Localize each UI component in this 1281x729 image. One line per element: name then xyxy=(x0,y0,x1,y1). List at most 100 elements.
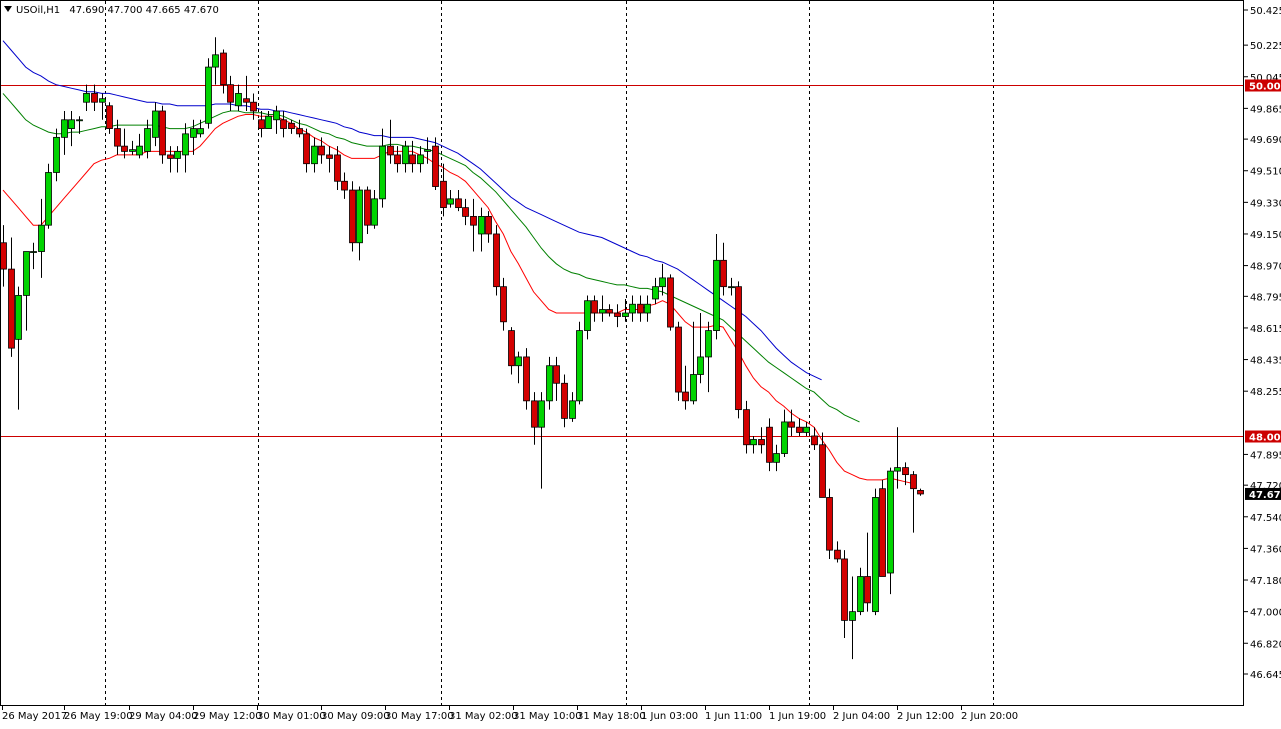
time-tick-label: 1 Jun 19:00 xyxy=(769,711,826,722)
candle xyxy=(614,304,621,328)
candle-body xyxy=(864,576,871,604)
candle xyxy=(159,105,166,164)
candle-body xyxy=(440,180,447,209)
candle xyxy=(690,321,697,405)
candle xyxy=(773,444,780,472)
candle-body xyxy=(447,198,454,205)
candle xyxy=(205,58,212,129)
candle xyxy=(675,321,682,401)
candle-body xyxy=(197,128,204,135)
candle xyxy=(879,479,886,577)
candle xyxy=(538,392,545,489)
candle xyxy=(417,146,424,173)
level-tag-label: 48.000 xyxy=(1249,433,1281,444)
candle xyxy=(682,365,689,410)
candle xyxy=(129,140,136,155)
candle-body xyxy=(91,93,98,103)
price-tick-label: 49.330 xyxy=(1250,198,1281,209)
candle xyxy=(788,409,795,436)
candle-body xyxy=(334,154,341,182)
candle-body xyxy=(803,426,810,433)
candle xyxy=(326,146,333,173)
candle-body xyxy=(341,180,348,191)
level-tag xyxy=(1245,79,1281,92)
candle-body xyxy=(0,242,7,270)
time-tick-label: 1 Jun 03:00 xyxy=(641,711,698,722)
candle-body xyxy=(652,286,659,300)
candle-body xyxy=(758,439,765,446)
price-tick-label: 48.255 xyxy=(1250,387,1281,398)
candle-body xyxy=(894,467,901,472)
candle xyxy=(493,225,500,296)
price-tick-label: 47.895 xyxy=(1250,450,1281,461)
candle xyxy=(470,198,477,252)
candle xyxy=(781,409,788,458)
candle xyxy=(750,435,757,454)
candle xyxy=(364,186,371,234)
candle xyxy=(910,471,917,533)
candle xyxy=(523,348,530,410)
price-tick-label: 47.720 xyxy=(1250,481,1281,492)
candle xyxy=(622,298,629,322)
candle xyxy=(629,295,636,322)
candle-body xyxy=(576,330,583,402)
candle xyxy=(606,304,613,317)
candle-body xyxy=(659,277,666,288)
candle xyxy=(212,37,219,85)
candle xyxy=(265,111,272,129)
candle-body xyxy=(682,391,689,402)
candle-body xyxy=(728,286,735,289)
candle-body xyxy=(872,497,879,613)
candle-body xyxy=(614,312,621,317)
candle-body xyxy=(121,145,128,152)
candle-body xyxy=(99,98,106,103)
candle xyxy=(796,418,803,436)
candle-body xyxy=(478,216,485,235)
candle-body xyxy=(826,497,833,551)
price-tick-label: 47.180 xyxy=(1250,576,1281,587)
candle-body xyxy=(584,300,591,331)
candle xyxy=(546,356,553,410)
candle xyxy=(250,93,257,120)
candle-body xyxy=(553,365,560,384)
candle-body xyxy=(326,154,333,159)
candle xyxy=(197,119,204,138)
candle-body xyxy=(462,207,469,217)
candle xyxy=(99,93,106,120)
candle xyxy=(508,327,515,375)
candle-body xyxy=(68,119,75,129)
current-price-label: 47.670 xyxy=(1249,490,1281,501)
header-triangle-icon xyxy=(4,6,12,12)
price-tick-label: 50.225 xyxy=(1250,41,1281,52)
candle-body xyxy=(705,330,712,358)
candle-body xyxy=(417,154,424,165)
candle-body xyxy=(258,119,265,129)
candle xyxy=(735,281,742,419)
candle-body xyxy=(349,189,356,244)
price-tick-label: 49.690 xyxy=(1250,135,1281,146)
candles xyxy=(0,37,924,660)
candle-body xyxy=(455,198,462,209)
candle xyxy=(379,128,386,208)
header-symbol: USOil,H1 xyxy=(16,5,60,16)
candle xyxy=(174,146,181,173)
candle xyxy=(705,321,712,393)
price-tick-label: 48.795 xyxy=(1250,292,1281,303)
candle xyxy=(334,146,341,191)
candle xyxy=(61,111,68,155)
price-tick-label: 49.150 xyxy=(1250,230,1281,241)
candle-body xyxy=(697,356,704,375)
candle-body xyxy=(750,439,757,446)
candle xyxy=(894,427,901,489)
time-tick-label: 31 May 02:00 xyxy=(449,711,518,722)
candle xyxy=(455,190,462,212)
price-tick-label: 47.540 xyxy=(1250,513,1281,524)
price-tick-label: 49.865 xyxy=(1250,104,1281,115)
candle xyxy=(311,137,318,173)
plot-border xyxy=(0,0,1244,706)
candle xyxy=(387,119,394,164)
candle-body xyxy=(788,421,795,428)
candle xyxy=(644,295,651,322)
price-tick-label: 50.045 xyxy=(1250,73,1281,84)
